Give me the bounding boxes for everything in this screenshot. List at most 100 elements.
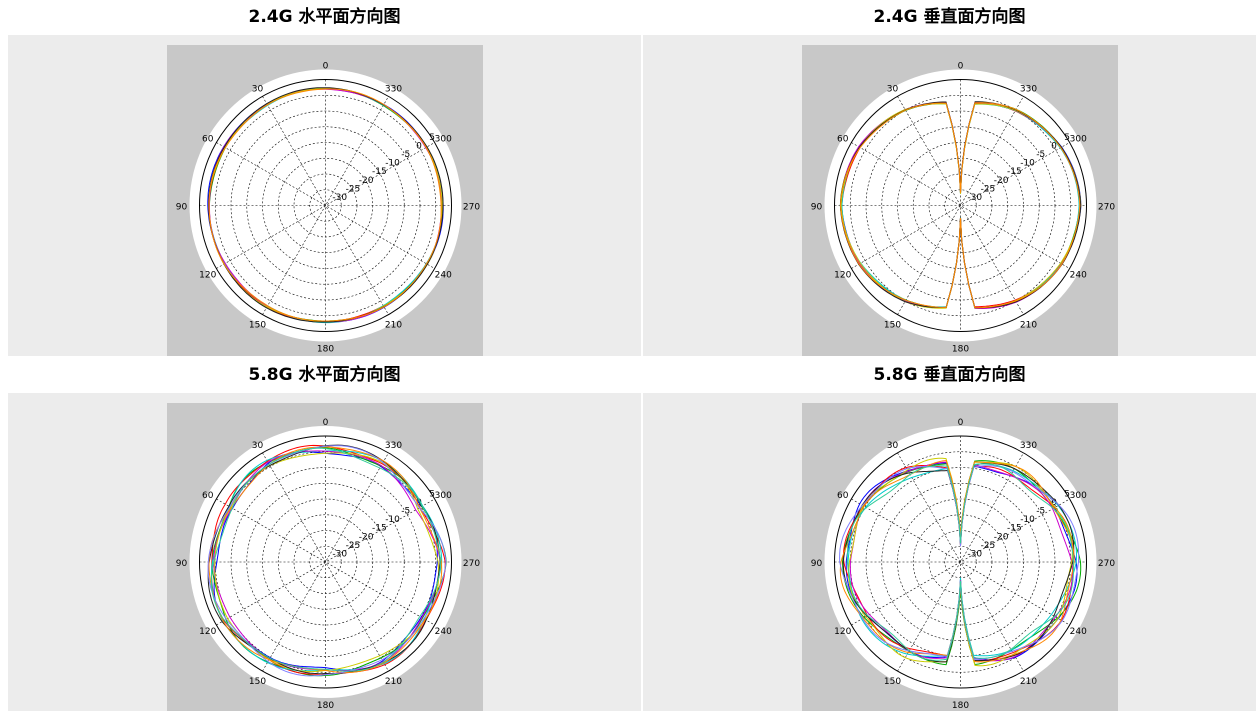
theta-tick-label: 120 (834, 271, 851, 281)
chart-panel: 0 30 60 90 120 150 180 210 240 270 300 330 5 0 -5 -10 -1… (8, 35, 641, 356)
theta-tick-label: 270 (463, 559, 480, 569)
chart-panel: 0 30 60 90 120 150 180 210 240 270 300 330 5 0 -5 -10 -1… (643, 35, 1256, 356)
polar-chart: 030609012015018021024027030033050-5-10-1… (811, 62, 1116, 355)
theta-tick-label: 300 (1070, 135, 1087, 145)
series-line (208, 87, 444, 323)
chart-title: 5.8G 垂直面方向图 (873, 365, 1026, 385)
r-tick-label: -15 (372, 524, 387, 534)
r-tick-label: -30 (967, 193, 982, 203)
r-tick-label: -30 (332, 193, 347, 203)
theta-tick-label: 240 (1070, 271, 1087, 281)
theta-tick-label: 30 (252, 85, 264, 95)
chart-cell-58g-horizontal: 5.8G 水平面方向图 0 30 60 90 120 150 180 210 240 270 300… (8, 358, 641, 711)
r-tick-label: -30 (332, 549, 347, 559)
theta-tick-label: 270 (1098, 203, 1115, 213)
theta-tick-label: 90 (811, 559, 823, 569)
theta-tick-label: 120 (199, 271, 216, 281)
theta-tick-label: 210 (1020, 677, 1037, 687)
chart-cell-58g-vertical: 5.8G 垂直面方向图 0 30 60 90 120 150 180 210 240 270 300… (643, 358, 1256, 711)
theta-tick-label: 210 (1020, 320, 1037, 330)
r-tick-label: 5 (429, 133, 435, 143)
theta-tick-label: 150 (249, 320, 266, 330)
theta-tick-label: 0 (323, 418, 329, 428)
r-tick-label: -25 (346, 184, 361, 194)
r-tick-label: -20 (994, 176, 1009, 186)
r-tick-label: -5 (1036, 150, 1045, 160)
r-tick-label: -25 (981, 184, 996, 194)
r-tick-label: -30 (967, 549, 982, 559)
r-tick-label: -10 (385, 159, 400, 169)
theta-tick-label: 180 (952, 701, 969, 711)
r-tick-label: 5 (1064, 489, 1070, 499)
r-tick-label: -5 (1036, 507, 1045, 517)
series-group (839, 457, 1082, 667)
theta-tick-label: 30 (887, 85, 899, 95)
series-group (207, 444, 447, 677)
polar-chart: 030609012015018021024027030033050-5-10-1… (811, 418, 1116, 711)
polar-chart: 030609012015018021024027030033050-5-10-1… (176, 62, 481, 355)
theta-tick-label: 30 (252, 441, 264, 451)
polar-chart: 030609012015018021024027030033050-5-10-1… (176, 418, 481, 711)
theta-tick-label: 180 (952, 345, 969, 355)
r-tick-label: 5 (1064, 133, 1070, 143)
r-tick-label: -5 (401, 507, 410, 517)
theta-tick-label: 60 (837, 491, 849, 501)
theta-tick-label: 150 (884, 677, 901, 687)
chart-title: 2.4G 水平面方向图 (248, 7, 401, 27)
theta-tick-label: 300 (435, 135, 452, 145)
chart-panel: 0 30 60 90 120 150 180 210 240 270 300 330 5 0 -5 -10 -1… (643, 393, 1256, 711)
r-tick-label: 0 (416, 141, 422, 151)
theta-tick-label: 300 (1070, 491, 1087, 501)
theta-tick-label: 120 (199, 627, 216, 637)
theta-tick-label: 150 (884, 320, 901, 330)
chart-cell-24g-vertical: 2.4G 垂直面方向图 0 30 60 90 120 150 180 210 240 270 300… (643, 0, 1256, 356)
polar-plot-area: 0 30 60 90 120 150 180 210 240 270 300 330 5 0 -5 -10 -1… (167, 45, 483, 356)
r-tick-label: -15 (1007, 524, 1022, 534)
r-tick-label: 0 (1051, 498, 1057, 508)
theta-tick-label: 0 (323, 62, 329, 72)
chart-title: 2.4G 垂直面方向图 (873, 7, 1026, 27)
theta-tick-label: 180 (317, 701, 334, 711)
r-tick-label: -25 (346, 541, 361, 551)
theta-tick-label: 60 (202, 135, 214, 145)
grid-spoke (897, 96, 1024, 315)
r-tick-label: 0 (1051, 141, 1057, 151)
theta-tick-label: 270 (1098, 559, 1115, 569)
polar-plot-area: 0 30 60 90 120 150 180 210 240 270 300 330 5 0 -5 -10 -1… (802, 45, 1118, 356)
polar-plot-area: 0 30 60 90 120 150 180 210 240 270 300 330 5 0 -5 -10 -1… (167, 403, 483, 711)
theta-tick-label: 60 (837, 135, 849, 145)
theta-tick-label: 330 (385, 85, 402, 95)
r-tick-label: -20 (994, 532, 1009, 542)
chart-panel: 0 30 60 90 120 150 180 210 240 270 300 330 5 0 -5 -10 -1… (8, 393, 641, 711)
r-tick-label: -5 (401, 150, 410, 160)
theta-tick-label: 120 (834, 627, 851, 637)
polar-grid (199, 79, 452, 332)
r-tick-label: -10 (1020, 159, 1035, 169)
grid-spoke (262, 96, 389, 315)
theta-tick-label: 150 (249, 677, 266, 687)
series-group (839, 101, 1082, 309)
theta-tick-label: 240 (435, 627, 452, 637)
chart-cell-24g-horizontal: 2.4G 水平面方向图 0 30 60 90 120 150 180 210 240 270 300… (8, 0, 641, 356)
theta-tick-label: 90 (176, 559, 188, 569)
r-tick-label: -20 (359, 176, 374, 186)
r-tick-label: 5 (429, 489, 435, 499)
polar-plot-area: 0 30 60 90 120 150 180 210 240 270 300 330 5 0 -5 -10 -1… (802, 403, 1118, 711)
theta-tick-label: 270 (463, 203, 480, 213)
series-line (846, 463, 1075, 661)
r-tick-label: -25 (981, 541, 996, 551)
r-tick-label: -20 (359, 532, 374, 542)
r-tick-label: -10 (385, 515, 400, 525)
series-line (208, 88, 442, 322)
r-tick-label: -15 (1007, 167, 1022, 177)
theta-tick-label: 0 (958, 418, 964, 428)
r-tick-label: -15 (372, 167, 387, 177)
theta-tick-label: 210 (385, 320, 402, 330)
theta-tick-label: 330 (385, 441, 402, 451)
theta-tick-label: 240 (1070, 627, 1087, 637)
theta-tick-label: 330 (1020, 85, 1037, 95)
theta-tick-label: 30 (887, 441, 899, 451)
theta-tick-label: 300 (435, 491, 452, 501)
grid-spoke (262, 452, 389, 672)
series-line (839, 101, 1082, 309)
